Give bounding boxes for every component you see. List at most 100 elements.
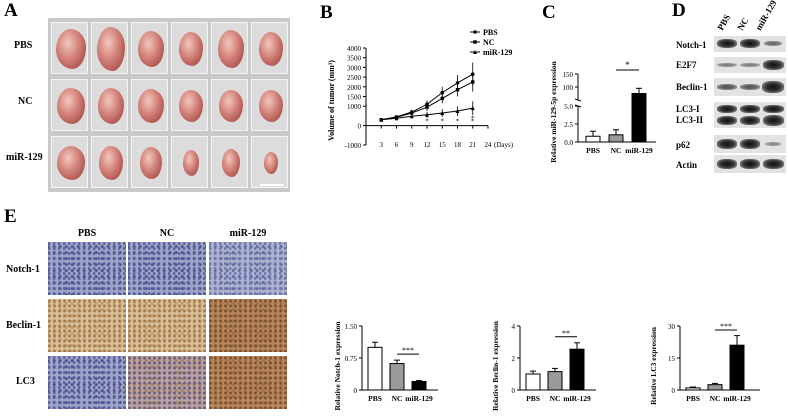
ihc-image-beclin1-nc: [128, 299, 206, 352]
scale-bar: [260, 184, 284, 186]
blot-band: [740, 105, 760, 113]
blot-label-actin: Actin: [676, 160, 697, 170]
chart-b-significance: *: [425, 118, 429, 126]
chart-c-y-tick-label: 150: [563, 71, 574, 79]
chart-c-bar: [585, 135, 601, 143]
tumor-photo: [137, 89, 164, 123]
ihc-column-label-pbs: PBS: [77, 228, 97, 239]
chart-e-significance: **: [562, 329, 570, 338]
chart-b-point: [410, 111, 414, 115]
chart-b-point: [471, 80, 475, 84]
blot-label-lc3-ii: LC3-II: [676, 115, 704, 125]
blot-row-lc3: [714, 102, 786, 128]
chart-e-significance: ***: [402, 346, 414, 355]
chart-b-x-tick-label: 12: [424, 141, 432, 149]
ihc-image-notch1-nc: [128, 242, 206, 295]
chart-b-legend-marker: [473, 50, 477, 54]
tumor-photo: [182, 150, 199, 176]
blot-band: [717, 84, 737, 90]
panel-letter-d: D: [672, 0, 686, 21]
blot-lane-label-pbs: PBS: [715, 12, 733, 33]
chart-e-y-tick-label: 4: [512, 323, 516, 331]
chart-b-x-tick-label: 21: [469, 141, 477, 149]
chart-b-point: [440, 96, 444, 101]
tumor-photo-cell: [51, 79, 88, 131]
tumor-photo: [56, 146, 85, 180]
chart-e-x-tick-label: PBS: [526, 394, 540, 403]
blot-label-e2f7: E2F7: [676, 60, 697, 70]
chart-b-y-tick-label: 3500: [347, 55, 362, 63]
chart-b-x-axis-label: (Days): [494, 141, 514, 149]
chart-b-point: [455, 109, 460, 114]
chart-b-y-tick-label: 0: [358, 123, 362, 131]
chart-c-y-tick-label: 100: [563, 84, 574, 92]
chart-e-x-tick-label: miR-129: [723, 394, 751, 403]
tumor-photo-cell: [131, 136, 168, 188]
chart-b-y-tick-label: 2500: [347, 74, 362, 82]
chart-e-lc3: 0 15 30 Relative LC3 expression PBS NC miR-129…: [649, 322, 760, 405]
tumor-photo: [98, 146, 123, 180]
chart-b-point: [425, 105, 429, 109]
tumor-photo-cell: [131, 22, 168, 74]
chart-e-bar: [729, 344, 745, 391]
chart-e-bar: [547, 371, 563, 391]
blot-band: [765, 142, 781, 146]
blot-label-beclin1: Beclin-1: [676, 82, 708, 92]
chart-b-significance: *: [441, 118, 445, 126]
blot-band: [740, 139, 760, 149]
chart-b-y-tick-label: 1500: [347, 94, 362, 102]
chart-e-x-tick-label: NC: [392, 394, 403, 403]
chart-e-bar: [685, 387, 701, 391]
panel-a-row-label-mir129: miR-129: [6, 152, 43, 163]
chart-c-significance: *: [625, 60, 630, 70]
chart-b-y-tick-label: 1000: [347, 103, 362, 111]
ihc-row-label-beclin1: Beclin-1: [6, 320, 41, 331]
chart-e-bar: [707, 384, 723, 391]
blot-band: [717, 159, 737, 169]
ihc-image-notch1-mir129: [209, 242, 287, 295]
chart-b-point: [409, 114, 414, 119]
chart-c-x-tick-label: miR-129: [625, 146, 653, 155]
chart-b-legend-label: NC: [483, 38, 495, 47]
tumor-photo-cell: [131, 79, 168, 131]
chart-b-point: [379, 117, 384, 122]
chart-e-y-tick-label: 0: [512, 387, 516, 395]
ihc-image-beclin1-mir129: [209, 299, 287, 352]
chart-e-significance: ***: [720, 322, 732, 331]
chart-b-x-tick-label: 6: [395, 141, 399, 149]
chart-e-bar: [569, 348, 585, 391]
tumor-photo-cell: [91, 136, 128, 188]
chart-e-bar: [525, 373, 541, 391]
chart-e-beclin1: 0 2 4 Relative Beclin-1 expression PBS NC miR-…: [491, 320, 596, 411]
panel-letter-c: C: [542, 2, 556, 23]
blot-band: [763, 60, 784, 70]
blot-band: [717, 63, 737, 67]
tumor-photo: [55, 29, 86, 69]
chart-b-legend-label: miR-129: [483, 48, 512, 57]
tumor-photo-cell: [251, 79, 288, 131]
tumor-photo: [56, 88, 85, 124]
tumor-photo-cell: [91, 22, 128, 74]
tumor-photo-cell: [211, 22, 248, 74]
ihc-row-label-lc3: LC3: [16, 376, 35, 387]
chart-b-y-axis-label: Volume of tumor (mm³): [327, 60, 336, 141]
blot-band: [740, 39, 760, 48]
tumor-photo: [178, 90, 203, 122]
chart-e-bar: [411, 380, 427, 391]
chart-b-y-tick-label: 4000: [347, 45, 362, 53]
chart-b-legend-marker: [473, 40, 477, 44]
blot-band: [764, 41, 782, 46]
chart-b-point: [440, 110, 445, 115]
blot-label-lc3-i: LC3-I: [676, 104, 700, 114]
blot-lane-label-nc: NC: [735, 15, 751, 33]
tumor-photo: [258, 32, 283, 66]
tumor-photo-cell: [91, 79, 128, 131]
tumor-photo: [139, 147, 162, 179]
chart-c-y-tick-label: 5.0: [564, 103, 573, 111]
chart-e-y-tick-label: 15: [668, 355, 676, 363]
tumor-photo: [137, 31, 164, 67]
tumor-photo-cell: [251, 136, 288, 188]
tumor-photo-cell: [251, 22, 288, 74]
chart-e-bar: [389, 363, 405, 391]
